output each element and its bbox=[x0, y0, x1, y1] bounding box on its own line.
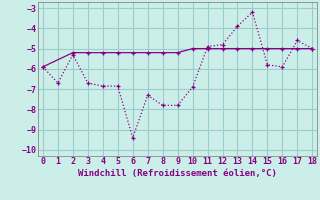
X-axis label: Windchill (Refroidissement éolien,°C): Windchill (Refroidissement éolien,°C) bbox=[78, 169, 277, 178]
